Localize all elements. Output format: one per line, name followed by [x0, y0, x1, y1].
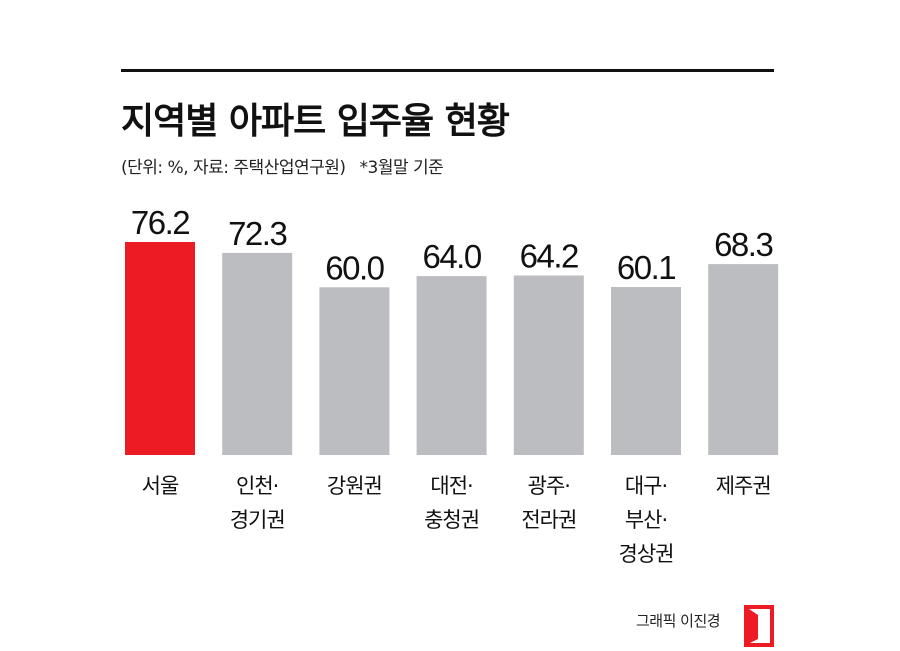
chart-subtitle: (단위: %, 자료: 주택산업연구원) *3월말 기준 [121, 153, 444, 178]
value-label: 60.1 [617, 249, 675, 286]
bar [708, 264, 779, 455]
category-label: 강원권 [327, 474, 382, 498]
category-label: 제주권 [716, 474, 771, 498]
bar [513, 275, 584, 455]
bar [416, 276, 487, 455]
logo-icon [744, 605, 774, 647]
category-label: 광주· [528, 474, 570, 498]
bar [319, 287, 390, 455]
bar [222, 252, 293, 455]
bar [611, 287, 681, 455]
value-label: 68.3 [714, 226, 772, 263]
chart-title: 지역별 아파트 입주율 현황 [121, 101, 510, 142]
graphic-credit: 그래픽 이진경 [636, 612, 721, 630]
bar [125, 242, 195, 455]
unit-source-text: (단위: %, 자료: 주택산업연구원) [121, 158, 346, 178]
value-label: 76.2 [131, 204, 189, 241]
category-label: 대구· [625, 474, 667, 498]
value-label: 64.2 [520, 238, 578, 275]
value-label: 64.0 [422, 238, 481, 275]
value-label: 72.3 [228, 215, 286, 252]
category-label: 대전· [430, 474, 472, 498]
category-label: 부산· [625, 508, 667, 532]
category-label: 경상권 [619, 542, 674, 566]
category-label: 인천· [236, 474, 278, 498]
category-label: 전라권 [521, 508, 576, 532]
value-label: 60.0 [325, 249, 384, 286]
top-rule [121, 69, 774, 72]
category-label: 경기권 [230, 508, 285, 532]
reference-note: *3월말 기준 [359, 158, 444, 178]
category-label: 충청권 [424, 508, 479, 532]
category-label: 서울 [142, 474, 179, 498]
